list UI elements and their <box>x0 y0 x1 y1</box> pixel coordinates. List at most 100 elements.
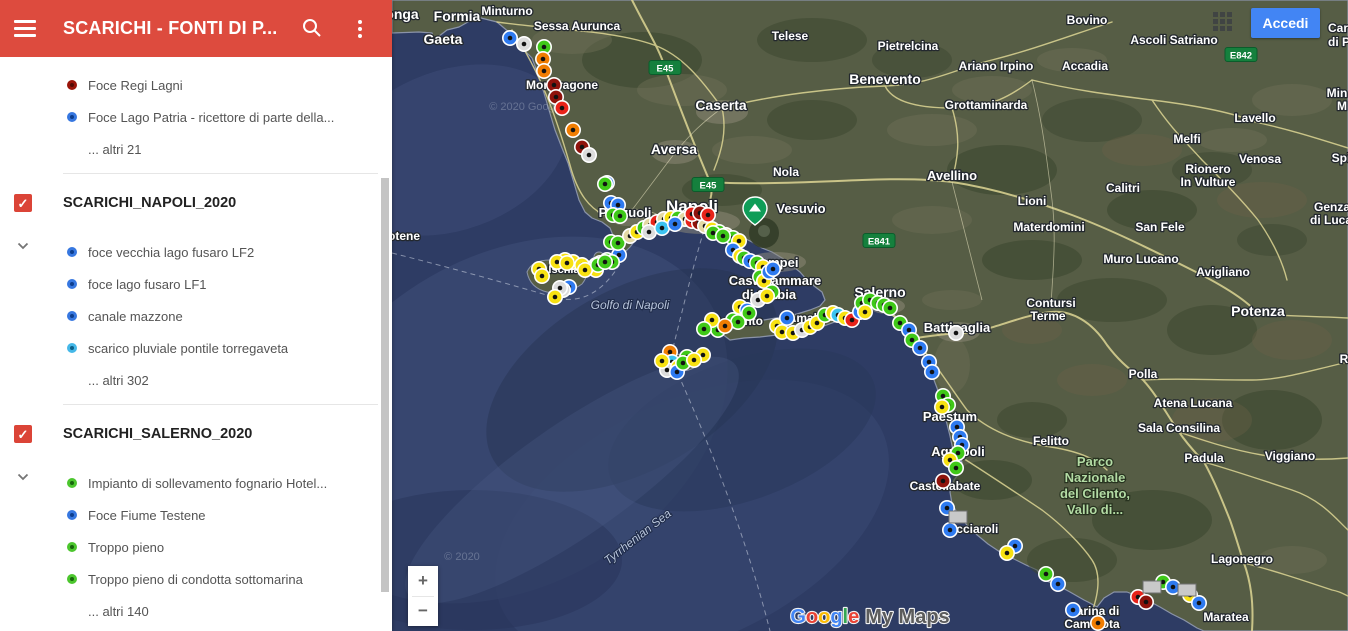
show-more-link[interactable]: ... altri 21 <box>88 141 142 157</box>
map-label: Melfi <box>1173 132 1200 146</box>
map-label: Nazionale <box>1065 470 1126 485</box>
map-marker[interactable] <box>695 320 712 337</box>
show-more-link[interactable]: ... altri 302 <box>88 372 149 388</box>
map-marker[interactable] <box>947 459 964 476</box>
layer-title[interactable]: SCARICHI_SALERNO_2020 <box>63 426 253 442</box>
layer-item[interactable]: scarico pluviale pontile torregaveta <box>0 332 392 364</box>
map-marker[interactable] <box>758 287 775 304</box>
map-marker[interactable] <box>554 100 571 117</box>
map-marker-square[interactable] <box>1142 580 1162 594</box>
map-marker[interactable] <box>559 255 576 272</box>
map-marker[interactable] <box>1137 593 1154 610</box>
map-label: di P <box>1328 35 1348 49</box>
map-marker[interactable] <box>881 299 898 316</box>
map-marker[interactable] <box>729 313 746 330</box>
map-label: Formia <box>434 8 481 24</box>
map-marker[interactable] <box>612 208 629 225</box>
map-marker[interactable] <box>597 254 614 271</box>
map-marker[interactable] <box>740 304 757 321</box>
map-marker[interactable] <box>641 224 658 241</box>
map-label: Avigliano <box>1196 265 1250 279</box>
map-marker[interactable] <box>565 122 582 139</box>
map-marker[interactable] <box>653 352 670 369</box>
map-label: Acciaroli <box>948 522 999 536</box>
map-label: Telese <box>772 29 809 43</box>
layer-item[interactable]: foce lago fusaro LF1 <box>0 268 392 300</box>
menu-icon[interactable] <box>14 20 36 37</box>
map-marker[interactable] <box>653 220 670 237</box>
map-label: Golfo di Napoli <box>591 298 670 312</box>
map-marker[interactable] <box>1037 565 1054 582</box>
vesuvio-poi-pin[interactable] <box>742 196 768 226</box>
map-marker[interactable] <box>716 317 733 334</box>
map-marker[interactable] <box>856 303 873 320</box>
map-label: Avellino <box>927 168 977 183</box>
map-marker[interactable] <box>1064 601 1081 618</box>
layer-title[interactable]: SCARICHI_NAPOLI_2020 <box>63 195 237 211</box>
layer-item[interactable]: canale mazzone <box>0 300 392 332</box>
layer-item[interactable]: Foce Fiume Testene <box>0 499 392 531</box>
show-more-link[interactable]: ... altri 140 <box>88 603 149 619</box>
map-marker[interactable] <box>934 472 951 489</box>
map-marker[interactable] <box>808 314 825 331</box>
map-marker[interactable] <box>534 267 551 284</box>
map-marker[interactable] <box>502 29 519 46</box>
layer-item[interactable]: Impianto di sollevamento fognario Hotel.… <box>0 467 392 499</box>
svg-text:E45: E45 <box>700 181 718 192</box>
chevron-down-icon[interactable] <box>15 469 31 485</box>
map-label: onga <box>392 6 419 22</box>
layer-item[interactable]: Troppo pieno <box>0 531 392 563</box>
layer-item[interactable]: Troppo pieno di condotta sottomarina <box>0 563 392 595</box>
map-label: © 2020 Goog <box>489 101 555 113</box>
map-label: Caserta <box>695 97 747 113</box>
map-label: Mondragone <box>526 78 598 92</box>
map-label: Padula <box>1184 451 1224 465</box>
layer-item[interactable]: Foce Regi Lagni <box>0 69 392 101</box>
google-apps-grid-icon[interactable] <box>1213 12 1232 31</box>
map-marker[interactable] <box>597 176 614 193</box>
kebab-menu-icon[interactable] <box>345 14 375 44</box>
map-marker[interactable] <box>581 147 598 164</box>
layer-item[interactable]: Foce Lago Patria - ricettore di parte de… <box>0 101 392 133</box>
map-marker[interactable] <box>1190 594 1207 611</box>
map-label: Ariano Irpino <box>959 59 1034 73</box>
sign-in-button[interactable]: Accedi <box>1251 8 1320 38</box>
zoom-out-button[interactable]: − <box>418 601 428 621</box>
map-marker[interactable] <box>1089 614 1106 631</box>
map-marker[interactable] <box>666 216 683 233</box>
map-marker[interactable] <box>610 235 627 252</box>
map-marker[interactable] <box>516 35 533 52</box>
map-label: M <box>1337 99 1347 113</box>
map-marker-square[interactable] <box>948 510 968 524</box>
map-label: Ascoli Satriano <box>1130 33 1217 47</box>
layer-checkbox[interactable]: ✓ <box>14 194 32 212</box>
map-marker[interactable] <box>941 521 958 538</box>
map-marker[interactable] <box>764 260 781 277</box>
map-marker[interactable] <box>685 351 702 368</box>
layer-item[interactable]: foce vecchia lago fusaro LF2 <box>0 236 392 268</box>
sidebar: SCARICHI - FONTI DI P... Foce Regi Lagni… <box>0 0 392 631</box>
map-marker[interactable] <box>546 77 563 94</box>
map-marker[interactable] <box>714 228 731 245</box>
marker-dot-icon <box>67 542 77 552</box>
map-marker[interactable] <box>1049 575 1066 592</box>
marker-dot-icon <box>67 478 77 488</box>
chevron-down-icon[interactable] <box>15 238 31 254</box>
map-marker[interactable] <box>923 363 940 380</box>
map-marker[interactable] <box>699 207 716 224</box>
search-icon[interactable] <box>297 14 327 44</box>
map-marker[interactable] <box>933 398 950 415</box>
map-marker[interactable] <box>536 62 553 79</box>
sidebar-scrollbar[interactable] <box>381 178 389 592</box>
map-marker[interactable] <box>947 324 964 341</box>
zoom-in-button[interactable]: + <box>418 570 428 590</box>
layer-checkbox[interactable]: ✓ <box>14 425 32 443</box>
map-marker[interactable] <box>547 288 564 305</box>
map-marker[interactable] <box>998 544 1015 561</box>
map-label: Spi <box>1332 151 1348 165</box>
map-label: Venosa <box>1239 152 1281 166</box>
map-marker[interactable] <box>911 339 928 356</box>
map-marker[interactable] <box>778 309 795 326</box>
map-marker-square[interactable] <box>1177 583 1197 597</box>
